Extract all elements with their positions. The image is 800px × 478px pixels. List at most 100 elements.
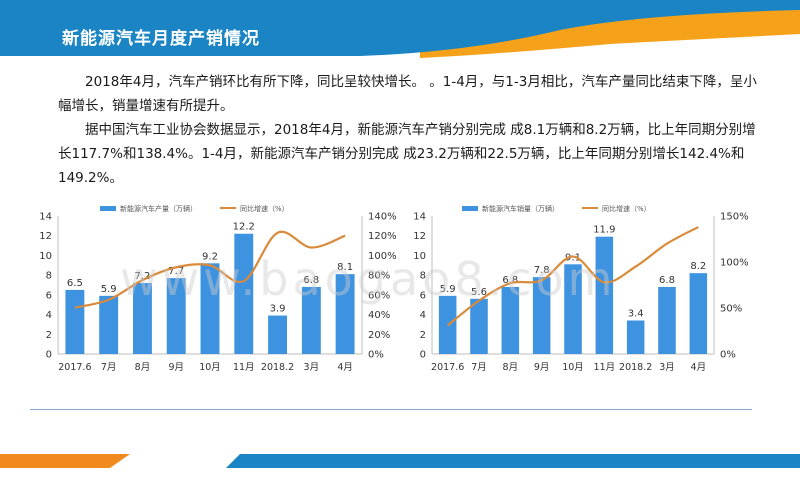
data-label: 5.6 bbox=[471, 287, 487, 298]
data-label: 5.9 bbox=[101, 284, 117, 295]
bar bbox=[132, 283, 152, 354]
footer-bar bbox=[0, 450, 800, 474]
y2-tick-label: 50% bbox=[720, 304, 742, 315]
bar bbox=[626, 320, 645, 354]
data-label: 3.9 bbox=[270, 304, 286, 315]
data-label: 8.2 bbox=[690, 261, 706, 272]
y2-tick-label: 80% bbox=[368, 271, 390, 282]
y2-tick-label: 20% bbox=[368, 330, 390, 341]
data-label: 5.9 bbox=[440, 284, 456, 295]
legend-label-bar: 新能源汽车销量（万辆） bbox=[482, 204, 559, 213]
x-tick-label: 4月 bbox=[691, 362, 707, 373]
x-tick-label: 11月 bbox=[233, 362, 255, 373]
y2-tick-label: 100% bbox=[720, 258, 749, 269]
bar bbox=[99, 295, 119, 354]
data-label: 9.1 bbox=[565, 252, 581, 263]
x-tick-label: 2017.6 bbox=[431, 362, 464, 373]
x-tick-label: 4月 bbox=[337, 362, 353, 373]
y-tick-label: 10 bbox=[413, 251, 426, 262]
x-tick-label: 2018.2 bbox=[619, 362, 652, 373]
bar bbox=[234, 233, 254, 354]
legend-swatch-bar bbox=[462, 206, 478, 211]
x-tick-label: 11月 bbox=[594, 362, 616, 373]
body-text: 2018年4月，汽车产销环比有所下降，同比呈较快增长。 。1-4月，与1-3月相… bbox=[58, 70, 758, 190]
bar bbox=[689, 273, 708, 354]
bar bbox=[595, 236, 614, 354]
y-tick-label: 2 bbox=[46, 330, 52, 341]
production-chart: 新能源汽车产量（万辆） 同比增速（%） 0 2 4 6 8 10 12 14 0% 20% 40% 60%… bbox=[30, 200, 400, 384]
y-tick-label: 0 bbox=[420, 350, 426, 361]
x-tick-label: 8月 bbox=[135, 362, 151, 373]
divider-line bbox=[30, 409, 752, 410]
y-tick-label: 2 bbox=[420, 330, 426, 341]
data-label: 6.8 bbox=[502, 275, 518, 286]
y2-tick-label: 0% bbox=[720, 350, 736, 361]
bar bbox=[335, 274, 355, 354]
production-chart-svg: 新能源汽车产量（万辆） 同比增速（%）024681012140%20%40%60%… bbox=[39, 204, 397, 373]
y-tick-label: 4 bbox=[46, 310, 52, 321]
x-tick-label: 10月 bbox=[562, 362, 584, 373]
data-label: 7.8 bbox=[534, 265, 550, 276]
paragraph: 2018年4月，汽车产销环比有所下降，同比呈较快增长。 。1-4月，与1-3月相… bbox=[58, 74, 757, 114]
x-tick-label: 7月 bbox=[101, 362, 117, 373]
bar bbox=[200, 263, 220, 354]
x-tick-label: 3月 bbox=[304, 362, 320, 373]
legend-label-bar: 新能源汽车产量（万辆） bbox=[120, 204, 197, 213]
y2-tick-label: 100% bbox=[368, 251, 397, 262]
data-label: 11.9 bbox=[593, 225, 615, 236]
x-tick-label: 8月 bbox=[503, 362, 519, 373]
sales-chart-svg: 新能源汽车销量（万辆） 同比增速（%） 0 2 4 6 8 10 12 14 0% 50% 100% 15… bbox=[413, 204, 749, 373]
data-label: 7.7 bbox=[168, 266, 184, 277]
x-tick-label: 3月 bbox=[659, 362, 675, 373]
bar bbox=[470, 298, 488, 354]
y-tick-label: 0 bbox=[46, 350, 52, 361]
y-tick-label: 12 bbox=[39, 231, 52, 242]
legend-swatch-bar bbox=[100, 206, 116, 211]
page-title: 新能源汽车月度产销情况 bbox=[62, 29, 260, 49]
y-tick-label: 8 bbox=[420, 271, 426, 282]
x-tick-label: 2017.6 bbox=[58, 362, 91, 373]
y2-tick-label: 60% bbox=[368, 290, 390, 301]
bar bbox=[532, 277, 551, 354]
y-tick-label: 14 bbox=[413, 212, 426, 223]
data-label: 6.8 bbox=[303, 275, 319, 286]
bar bbox=[564, 264, 582, 354]
series-line bbox=[446, 226, 699, 327]
data-label: 6.8 bbox=[659, 275, 675, 286]
y2-tick-label: 40% bbox=[368, 310, 390, 321]
y-tick-label: 12 bbox=[413, 231, 426, 242]
y-tick-label: 10 bbox=[39, 251, 52, 262]
y-tick-label: 6 bbox=[420, 290, 426, 301]
header-shape bbox=[0, 0, 800, 58]
data-label: 3.4 bbox=[628, 308, 644, 319]
data-label: 9.2 bbox=[202, 251, 218, 262]
y2-tick-label: 0% bbox=[368, 350, 384, 361]
y-tick-label: 14 bbox=[39, 212, 52, 223]
y2-tick-label: 140% bbox=[368, 212, 397, 223]
bar bbox=[658, 286, 676, 354]
paragraph: 据中国汽车工业协会数据显示，2018年4月，新能源汽车产销分别完成 成8.1万辆… bbox=[58, 122, 756, 186]
header-banner: 新能源汽车月度产销情况 bbox=[0, 0, 800, 62]
legend-label-line: 同比增速（%） bbox=[240, 204, 289, 213]
y-tick-label: 8 bbox=[46, 271, 52, 282]
data-label: 7.2 bbox=[134, 271, 150, 282]
bar bbox=[166, 278, 186, 354]
data-label: 8.1 bbox=[337, 262, 353, 273]
legend-label-line: 同比增速（%） bbox=[602, 204, 651, 213]
data-label: 12.2 bbox=[233, 222, 255, 233]
x-tick-label: 10月 bbox=[199, 362, 221, 373]
sales-chart: 新能源汽车销量（万辆） 同比增速（%） 0 2 4 6 8 10 12 14 0% 50% 100% 15… bbox=[402, 200, 772, 384]
y2-tick-label: 120% bbox=[368, 231, 397, 242]
y-tick-label: 4 bbox=[420, 310, 426, 321]
y2-tick-label: 150% bbox=[720, 212, 749, 223]
series-line bbox=[74, 230, 346, 309]
bar bbox=[268, 315, 288, 354]
y-tick-label: 6 bbox=[46, 290, 52, 301]
x-tick-label: 9月 bbox=[534, 362, 550, 373]
footer-shape bbox=[0, 454, 800, 468]
bar bbox=[501, 286, 520, 354]
bar bbox=[65, 289, 85, 354]
data-label: 6.5 bbox=[67, 278, 83, 289]
x-tick-label: 7月 bbox=[471, 362, 487, 373]
x-tick-label: 2018.2 bbox=[261, 362, 294, 373]
